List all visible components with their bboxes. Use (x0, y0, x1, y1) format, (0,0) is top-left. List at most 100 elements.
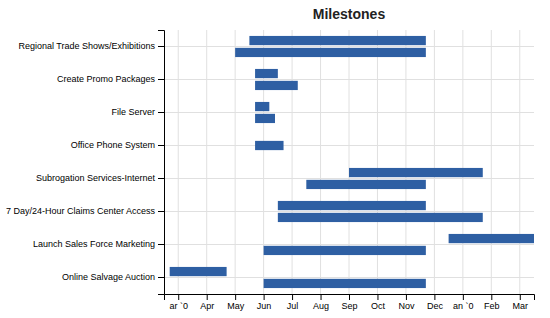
bar (255, 102, 269, 111)
tick-label: Mar (513, 301, 529, 311)
grid-line-y (164, 145, 534, 146)
tick-label: Subrogation Services-Internet (36, 173, 156, 183)
tick: File Server (111, 107, 164, 117)
bar (278, 213, 483, 222)
grid-line-x (434, 30, 435, 294)
tick: Create Promo Packages (57, 74, 164, 84)
grid-line-y (164, 244, 534, 245)
tick-mark (178, 294, 179, 300)
tick-mark (349, 294, 350, 300)
tick: 7 Day/24-Hour Claims Center Access (6, 206, 164, 216)
grid-line-y (164, 79, 534, 80)
tick-label: ar `0 (169, 301, 188, 311)
x-axis: ar `0 Apr May Jun Jul Aug Sep Oct Nov Dec an `0 Feb… (165, 294, 535, 311)
bars (170, 36, 534, 288)
tick-label: Oct (371, 301, 386, 311)
tick-mark (158, 145, 164, 146)
tick-label: 7 Day/24-Hour Claims Center Access (6, 206, 156, 216)
tick-mark (158, 79, 164, 80)
bar (235, 48, 426, 57)
bar (264, 279, 426, 288)
tick: May (227, 294, 245, 311)
y-axis: Regional Trade Shows/Exhibitions Create P… (6, 31, 165, 295)
bar (278, 201, 426, 210)
tick: Apr (200, 294, 214, 311)
tick: an `0 (453, 294, 474, 311)
chart: ar `0 Apr May Jun Jul Aug Sep Oct Nov Dec an `0 Feb… (0, 0, 550, 318)
tick-mark (377, 294, 378, 300)
tick-label: Nov (398, 301, 415, 311)
tick: Online Salvage Auction (62, 272, 164, 282)
tick-label: Office Phone System (71, 140, 155, 150)
tick-mark (158, 244, 164, 245)
tick-label: Jul (287, 301, 299, 311)
bar (170, 267, 227, 276)
bar (349, 168, 483, 177)
grid-line-x (235, 30, 236, 294)
grid-line-x (206, 30, 207, 294)
tick: Jun (257, 294, 272, 311)
grid (164, 30, 534, 294)
axis-line (158, 31, 165, 295)
tick: Dec (427, 294, 444, 311)
tick: Jul (287, 294, 299, 311)
tick-label: Apr (200, 301, 214, 311)
chart-container: ar `0 Apr May Jun Jul Aug Sep Oct Nov Dec an `0 Feb… (0, 0, 550, 318)
tick-mark (207, 294, 208, 300)
tick-mark (158, 112, 164, 113)
tick-label: File Server (111, 107, 155, 117)
tick-label: Create Promo Packages (57, 74, 156, 84)
tick-label: Online Salvage Auction (62, 272, 155, 282)
tick: ar `0 (169, 294, 188, 311)
grid-line-y (164, 46, 534, 47)
tick-label: Feb (484, 301, 500, 311)
tick-mark (264, 294, 265, 300)
grid-line-x (178, 30, 179, 294)
tick: Office Phone System (71, 140, 164, 150)
tick-mark (520, 294, 521, 300)
tick: Launch Sales Force Marketing (33, 239, 164, 249)
tick: Regional Trade Shows/Exhibitions (18, 41, 164, 51)
title: Milestones (313, 6, 386, 22)
bar (306, 180, 426, 189)
tick: Mar (513, 294, 529, 311)
tick: Subrogation Services-Internet (36, 173, 164, 183)
tick-mark (158, 211, 164, 212)
bar (255, 69, 278, 78)
tick-mark (491, 294, 492, 300)
tick-mark (321, 294, 322, 300)
tick: Aug (313, 294, 329, 311)
tick-mark (463, 294, 464, 300)
tick-mark (292, 294, 293, 300)
tick-label: Jun (257, 301, 272, 311)
tick-mark (235, 294, 236, 300)
tick-label: May (227, 301, 245, 311)
grid-line-x (491, 30, 492, 294)
bar (264, 246, 426, 255)
grid-line-y (164, 211, 534, 212)
tick-label: Sep (341, 301, 357, 311)
grid-line-x (519, 30, 520, 294)
bar (255, 141, 283, 150)
tick-label: Dec (427, 301, 444, 311)
bar (449, 234, 534, 243)
tick: Oct (371, 294, 386, 311)
grid-line-y (164, 277, 534, 278)
tick-mark (406, 294, 407, 300)
tick-mark (434, 294, 435, 300)
bar (249, 36, 425, 45)
tick: Feb (484, 294, 500, 311)
tick: Sep (341, 294, 357, 311)
plot-area: ar `0 Apr May Jun Jul Aug Sep Oct Nov Dec an `0 Feb… (6, 30, 535, 311)
tick-label: an `0 (453, 301, 474, 311)
tick-label: Launch Sales Force Marketing (33, 239, 155, 249)
tick-mark (158, 46, 164, 47)
tick-label: Regional Trade Shows/Exhibitions (18, 41, 155, 51)
bar (255, 81, 298, 90)
tick-mark (158, 277, 164, 278)
grid-line-y (164, 112, 534, 113)
grid-line-x (462, 30, 463, 294)
grid-line-y (164, 178, 534, 179)
axis-line (165, 295, 535, 301)
tick-label: Aug (313, 301, 329, 311)
